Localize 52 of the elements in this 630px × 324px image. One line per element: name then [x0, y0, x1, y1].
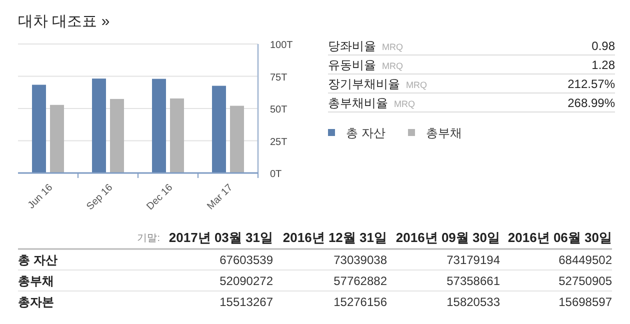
- x-tick-label: Dec 16: [144, 182, 176, 212]
- category-label: 2016년 06월 30일: [508, 230, 612, 245]
- y-tick-label: 75T: [270, 72, 288, 84]
- bar: [92, 78, 106, 173]
- x-tick-label: Sep 16: [84, 182, 116, 212]
- data-label: 15276156: [334, 295, 388, 309]
- text: MRQ: [406, 80, 427, 90]
- data-label: 15698597: [558, 295, 612, 309]
- x-tick-label: Jun 16: [26, 182, 56, 212]
- data-label: 57762882: [334, 274, 388, 288]
- bar: [170, 98, 184, 173]
- data-label: 52750905: [558, 274, 612, 288]
- y-tick-label: 100T: [270, 40, 293, 51]
- text: MRQ: [394, 99, 415, 109]
- text: 268.99%: [568, 96, 615, 110]
- data-label: 73039038: [334, 253, 388, 267]
- chart-title: 대차 대조표 »: [18, 13, 110, 30]
- y-tick-label: 0T: [270, 169, 282, 180]
- bar: [110, 98, 124, 173]
- bar: [32, 84, 46, 173]
- text: 총 자산: [18, 253, 58, 267]
- bar: [212, 86, 226, 173]
- data-label: 52090272: [220, 274, 274, 288]
- text: 1.28: [592, 58, 615, 72]
- text: 212.57%: [568, 77, 615, 91]
- legend-label: 총 자산: [346, 126, 386, 140]
- category-label: 당좌비율: [328, 39, 376, 53]
- text: 총부채: [18, 274, 54, 288]
- y-tick-label: 25T: [270, 136, 288, 148]
- category-label: 2016년 12월 31일: [282, 230, 387, 245]
- data-label: 15513267: [220, 295, 274, 309]
- category-label: 2016년 09월 30일: [396, 230, 500, 245]
- data-label: 68449502: [558, 253, 612, 267]
- data-label: 73179194: [446, 253, 500, 267]
- category-label: 2017년 03월 31일: [168, 230, 273, 245]
- category-label: 유동비율: [328, 58, 376, 72]
- data-label: 57358661: [446, 274, 500, 288]
- text: MRQ: [382, 61, 403, 71]
- category-label: 총부채비율: [328, 96, 388, 110]
- data-label: 67603539: [220, 253, 274, 267]
- y-tick-label: 50T: [270, 104, 288, 116]
- bar: [152, 78, 166, 173]
- text: MRQ: [382, 42, 403, 52]
- bar: [50, 104, 64, 173]
- x-tick-label: Mar 17: [205, 182, 236, 212]
- text: 총자본: [18, 295, 54, 309]
- legend-label: 총부채: [426, 126, 462, 140]
- bar: [230, 106, 244, 173]
- text: 0.98: [592, 39, 615, 53]
- data-label: 15820533: [446, 295, 500, 309]
- category-label: 장기부채비율: [328, 77, 400, 91]
- text: 기말:: [137, 233, 160, 244]
